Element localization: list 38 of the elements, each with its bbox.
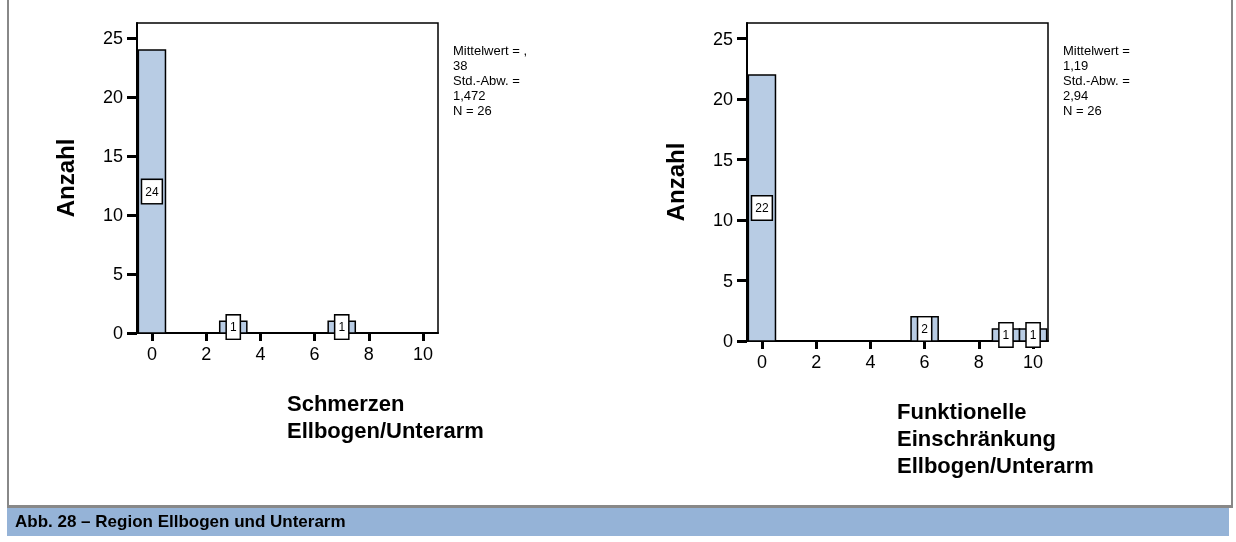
y-tick-label: 20 xyxy=(102,87,123,108)
data-label: 2 xyxy=(921,321,929,336)
x-tick-label: 4 xyxy=(255,344,266,364)
y-tick-label: 15 xyxy=(712,149,733,170)
x-tick-label: 6 xyxy=(309,344,320,364)
data-label: 22 xyxy=(755,201,769,215)
text: Mittelwert = 1,19 Std.-Abw. = 2,94 N = 26 xyxy=(1063,43,1130,118)
data-label: 1 xyxy=(338,320,346,335)
x-tick-label: 6 xyxy=(919,352,930,372)
y-axis-title: Anzahl xyxy=(51,138,79,218)
x-axis-title: Schmerzen Ellbogen/Unterarm xyxy=(287,391,484,443)
y-tick-label: 5 xyxy=(112,264,123,285)
x-tick-label: 2 xyxy=(811,352,822,372)
x-tick-label: 10 xyxy=(1023,352,1044,372)
y-tick-label: 0 xyxy=(112,323,123,343)
y-tick-label: 10 xyxy=(712,210,733,231)
caption: Abb. 28 – Region Ellbogen und Unterarm xyxy=(7,508,1229,536)
x-tick-label: 8 xyxy=(363,344,374,364)
x-tick-label: 2 xyxy=(201,344,212,364)
data-label: 1 xyxy=(229,320,237,335)
y-tick-label: 25 xyxy=(102,28,123,49)
y-tick-label: 10 xyxy=(102,205,123,226)
x-tick-label: 0 xyxy=(756,352,767,372)
data-label: 1 xyxy=(1002,327,1010,342)
y-tick-label: 5 xyxy=(722,270,733,291)
x-tick-label: 0 xyxy=(146,344,157,364)
y-axis-title: Anzahl xyxy=(661,142,689,222)
data-label: 24 xyxy=(145,184,159,199)
x-tick-label: 4 xyxy=(865,352,876,372)
x-tick-label: 10 xyxy=(413,344,434,364)
x-tick-label: 8 xyxy=(973,352,984,372)
x-axis-title: Funktionelle Einschränkung Ellbogen/Unterarm xyxy=(897,399,1094,478)
data-label: 1 xyxy=(1029,327,1037,342)
y-tick-label: 25 xyxy=(712,28,733,49)
y-tick-label: 15 xyxy=(102,146,123,167)
y-tick-label: 0 xyxy=(722,331,733,351)
text: Mittelwert = , 38 Std.-Abw. = 1,472 N = 26 xyxy=(453,43,528,118)
y-tick-label: 20 xyxy=(712,89,733,110)
